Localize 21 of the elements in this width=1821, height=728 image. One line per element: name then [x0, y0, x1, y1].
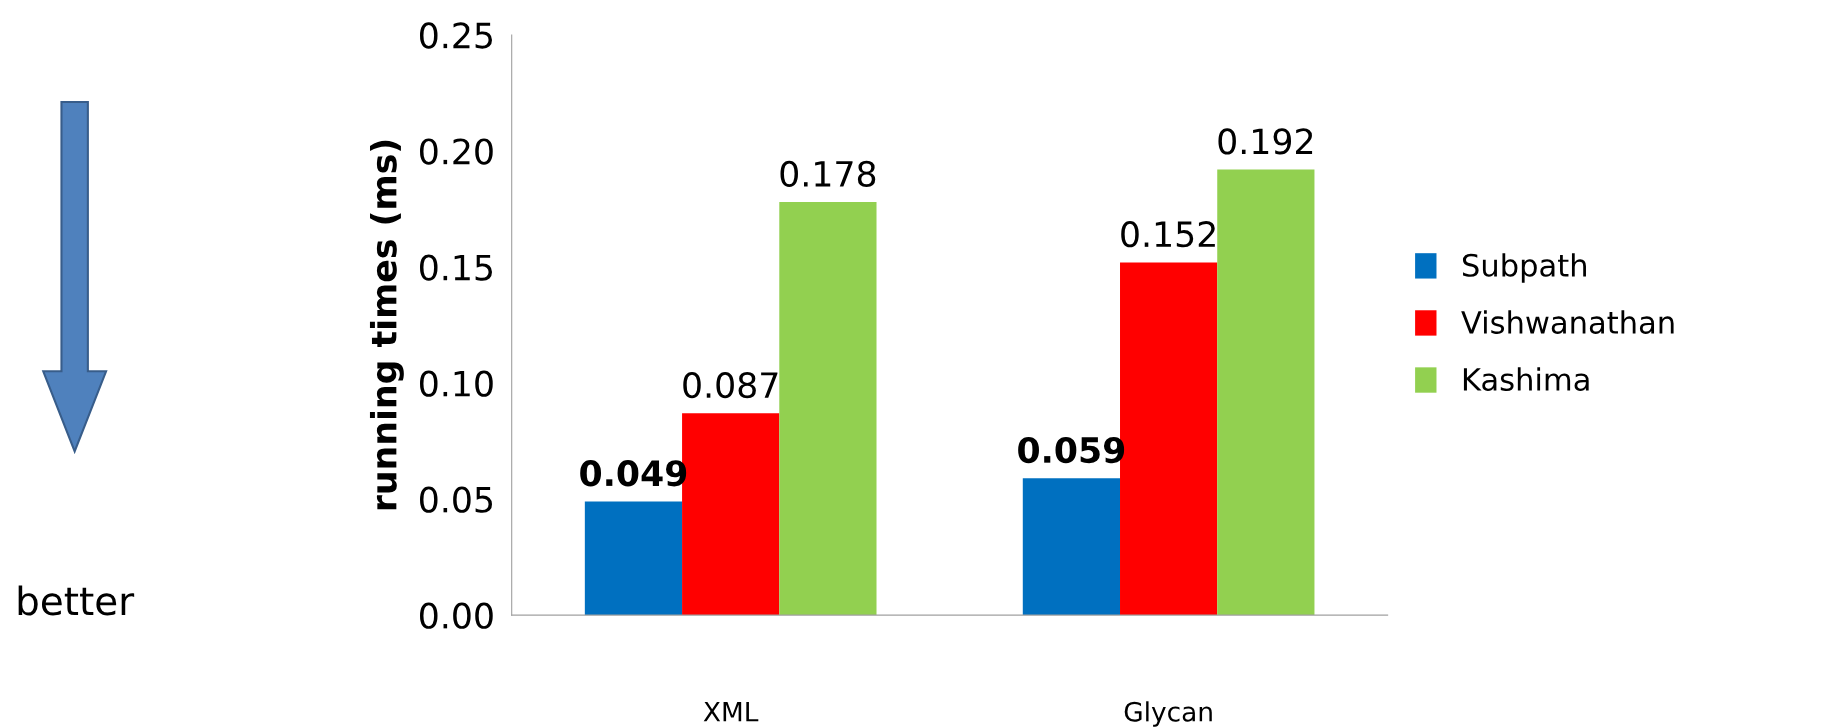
legend-label: Subpath: [1462, 253, 1586, 283]
data-label: 0.152: [1121, 221, 1215, 248]
y-tick-label: 0.25: [420, 22, 492, 49]
x-tick-label: XML: [703, 702, 759, 722]
data-label: 0.178: [780, 160, 876, 187]
text: better: [18, 585, 135, 616]
bar: [779, 202, 877, 616]
legend-label: Vishwanathan: [1461, 310, 1674, 334]
y-tick-label: 0.15: [420, 254, 492, 281]
y-axis-title: running times (ms): [369, 140, 404, 510]
data-label: 0.087: [683, 371, 778, 399]
y-tick-label: 0.10: [420, 370, 493, 397]
y-tick-label: 0.00: [420, 602, 493, 629]
bar: [584, 501, 683, 616]
y-tick-label: 0.05: [420, 486, 492, 513]
bar: [1217, 169, 1315, 616]
y-tick-label: 0.20: [420, 138, 493, 165]
data-label: 0.192: [1218, 128, 1313, 155]
legend-label: Kashima: [1463, 367, 1589, 391]
x-tick-label: Glycan: [1124, 701, 1212, 727]
bar: [1022, 478, 1121, 616]
